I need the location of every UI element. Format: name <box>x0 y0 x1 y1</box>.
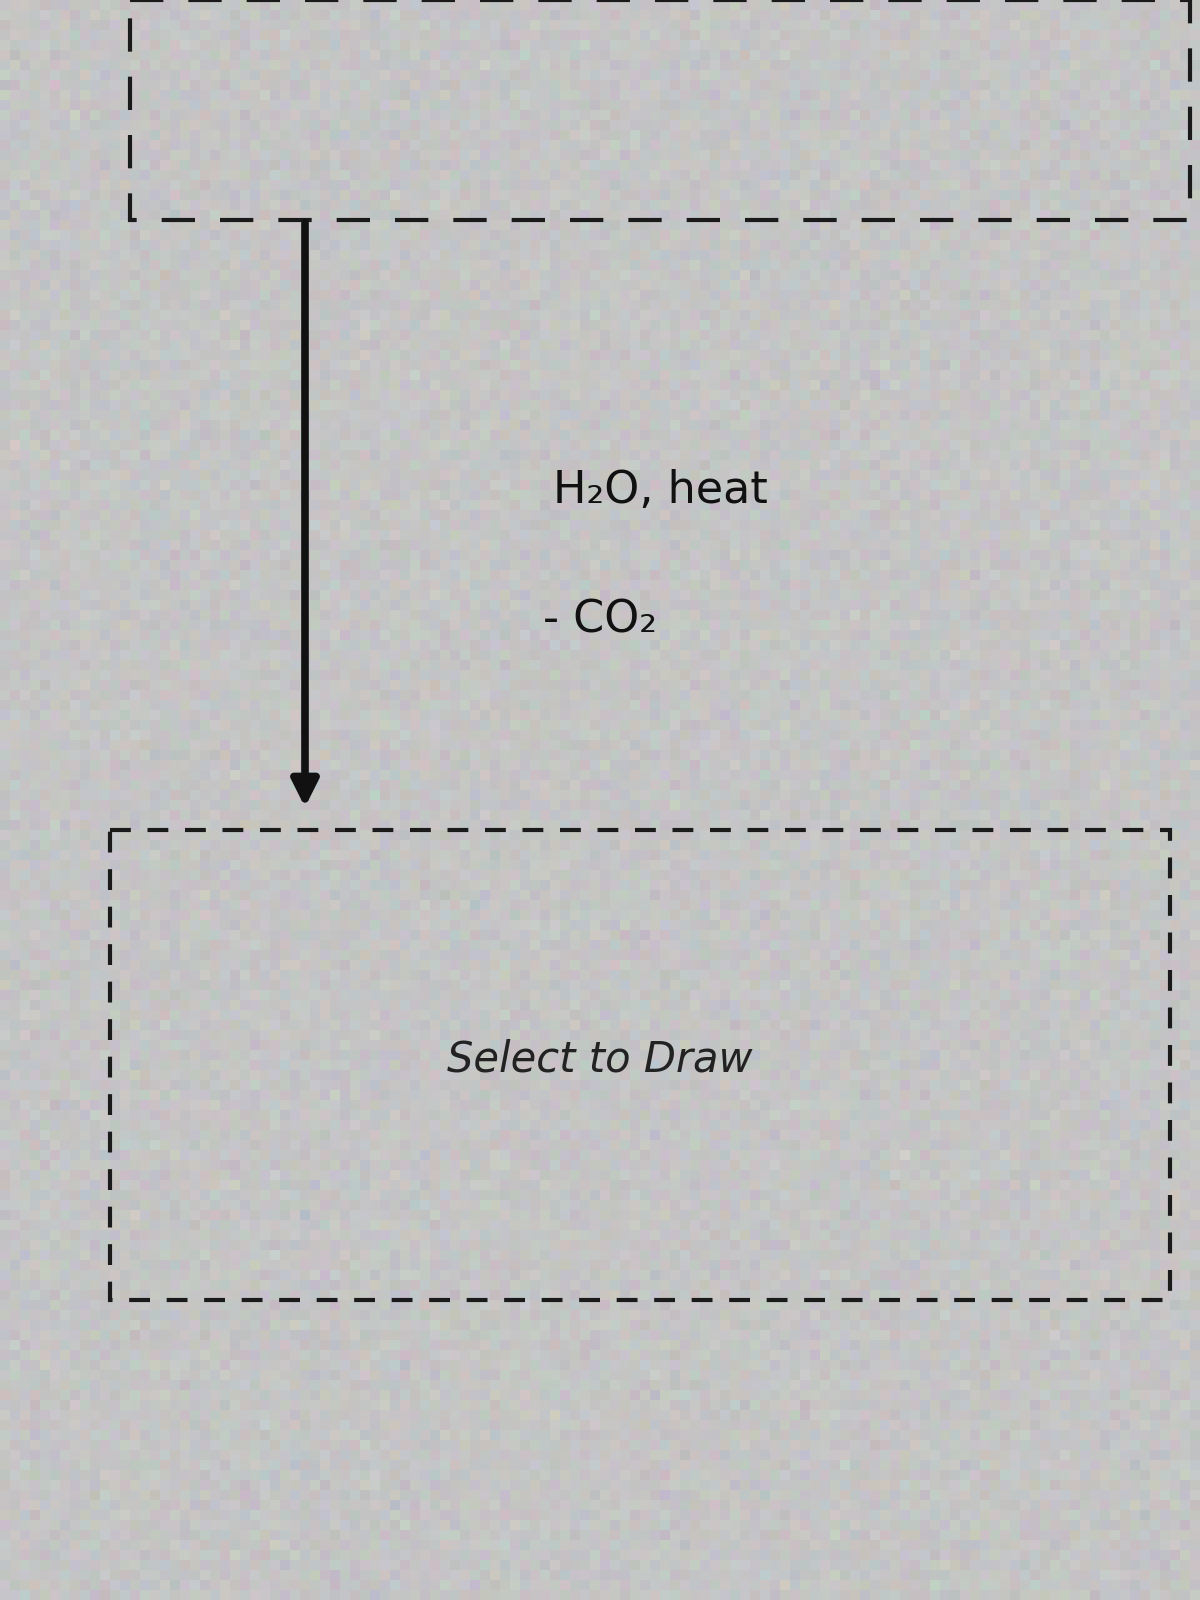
Bar <box>130 0 1190 219</box>
Text: - CO₂: - CO₂ <box>542 598 658 642</box>
Bar <box>110 830 1170 1299</box>
Text: H₂O, heat: H₂O, heat <box>552 469 768 512</box>
Text: Select to Draw: Select to Draw <box>448 1038 752 1082</box>
